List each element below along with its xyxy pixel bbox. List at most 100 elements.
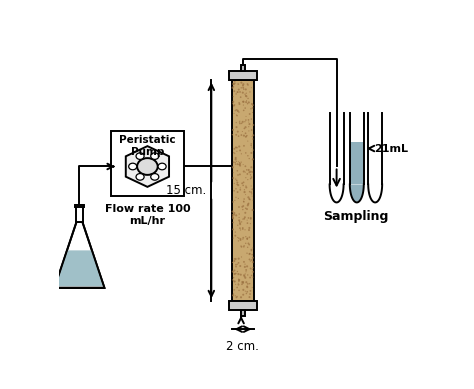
Point (243, 279, 250, 286)
Point (240, 196, 248, 202)
Point (233, 181, 241, 187)
Point (239, 292, 247, 298)
Point (248, 133, 256, 140)
Point (245, 194, 252, 200)
Point (241, 187, 248, 193)
Point (247, 168, 255, 175)
Point (231, 271, 238, 277)
Point (235, 133, 242, 139)
Point (246, 172, 254, 178)
Circle shape (128, 163, 137, 170)
Point (244, 101, 251, 107)
Point (242, 134, 250, 140)
Point (245, 99, 253, 105)
Point (245, 124, 253, 130)
Point (243, 133, 251, 139)
Point (229, 199, 237, 205)
Point (245, 240, 252, 247)
Point (233, 124, 240, 130)
Point (240, 243, 248, 249)
Point (239, 84, 247, 91)
Text: 15 cm.: 15 cm. (165, 184, 206, 197)
Point (244, 284, 251, 290)
Point (228, 209, 236, 215)
Point (239, 207, 246, 213)
Point (246, 121, 253, 127)
Point (229, 214, 237, 220)
Point (238, 244, 246, 250)
Point (237, 151, 245, 157)
Point (245, 201, 252, 207)
Point (237, 263, 244, 269)
Point (230, 287, 238, 293)
Point (247, 183, 255, 189)
Point (249, 156, 257, 162)
Point (240, 99, 247, 105)
Point (230, 258, 238, 264)
Point (247, 215, 255, 221)
Point (237, 132, 245, 138)
Point (249, 102, 257, 108)
Point (239, 82, 247, 89)
Point (241, 91, 249, 97)
Text: Sampling: Sampling (323, 210, 389, 223)
Point (236, 211, 243, 217)
Point (236, 147, 244, 154)
Point (242, 99, 250, 105)
Point (233, 112, 241, 119)
Point (236, 120, 244, 126)
Point (241, 264, 249, 270)
Circle shape (137, 158, 158, 175)
Point (235, 86, 243, 93)
Point (246, 251, 253, 257)
Point (229, 212, 237, 218)
Point (250, 122, 257, 128)
Point (238, 128, 246, 135)
Point (246, 169, 253, 175)
Point (248, 186, 256, 193)
Point (230, 212, 238, 218)
Point (241, 227, 249, 233)
Point (239, 102, 247, 108)
Point (247, 175, 255, 182)
Point (229, 235, 237, 241)
Point (234, 168, 241, 174)
Point (235, 235, 243, 241)
Point (229, 170, 237, 176)
Point (242, 267, 250, 273)
Point (240, 81, 247, 87)
Point (249, 255, 256, 261)
Point (236, 220, 244, 226)
Point (243, 90, 250, 96)
Point (244, 220, 251, 226)
Point (246, 256, 253, 263)
Point (240, 107, 247, 114)
Point (229, 278, 237, 284)
Point (233, 294, 240, 301)
Point (246, 225, 253, 231)
Point (242, 205, 249, 212)
Point (231, 270, 239, 277)
Point (234, 222, 242, 228)
Point (247, 142, 255, 149)
Point (238, 204, 246, 210)
Point (231, 78, 238, 84)
Point (244, 95, 252, 102)
Point (243, 250, 251, 256)
Point (235, 278, 243, 284)
Point (236, 118, 244, 124)
Point (236, 161, 243, 168)
Point (240, 179, 247, 186)
Point (246, 288, 254, 294)
Point (230, 159, 237, 165)
Point (249, 245, 256, 251)
Point (230, 81, 238, 87)
Point (246, 234, 253, 240)
Point (234, 234, 241, 240)
Point (243, 93, 250, 99)
Point (234, 128, 242, 135)
Point (241, 273, 248, 279)
Point (236, 225, 244, 231)
Point (232, 263, 240, 270)
Point (239, 89, 246, 96)
